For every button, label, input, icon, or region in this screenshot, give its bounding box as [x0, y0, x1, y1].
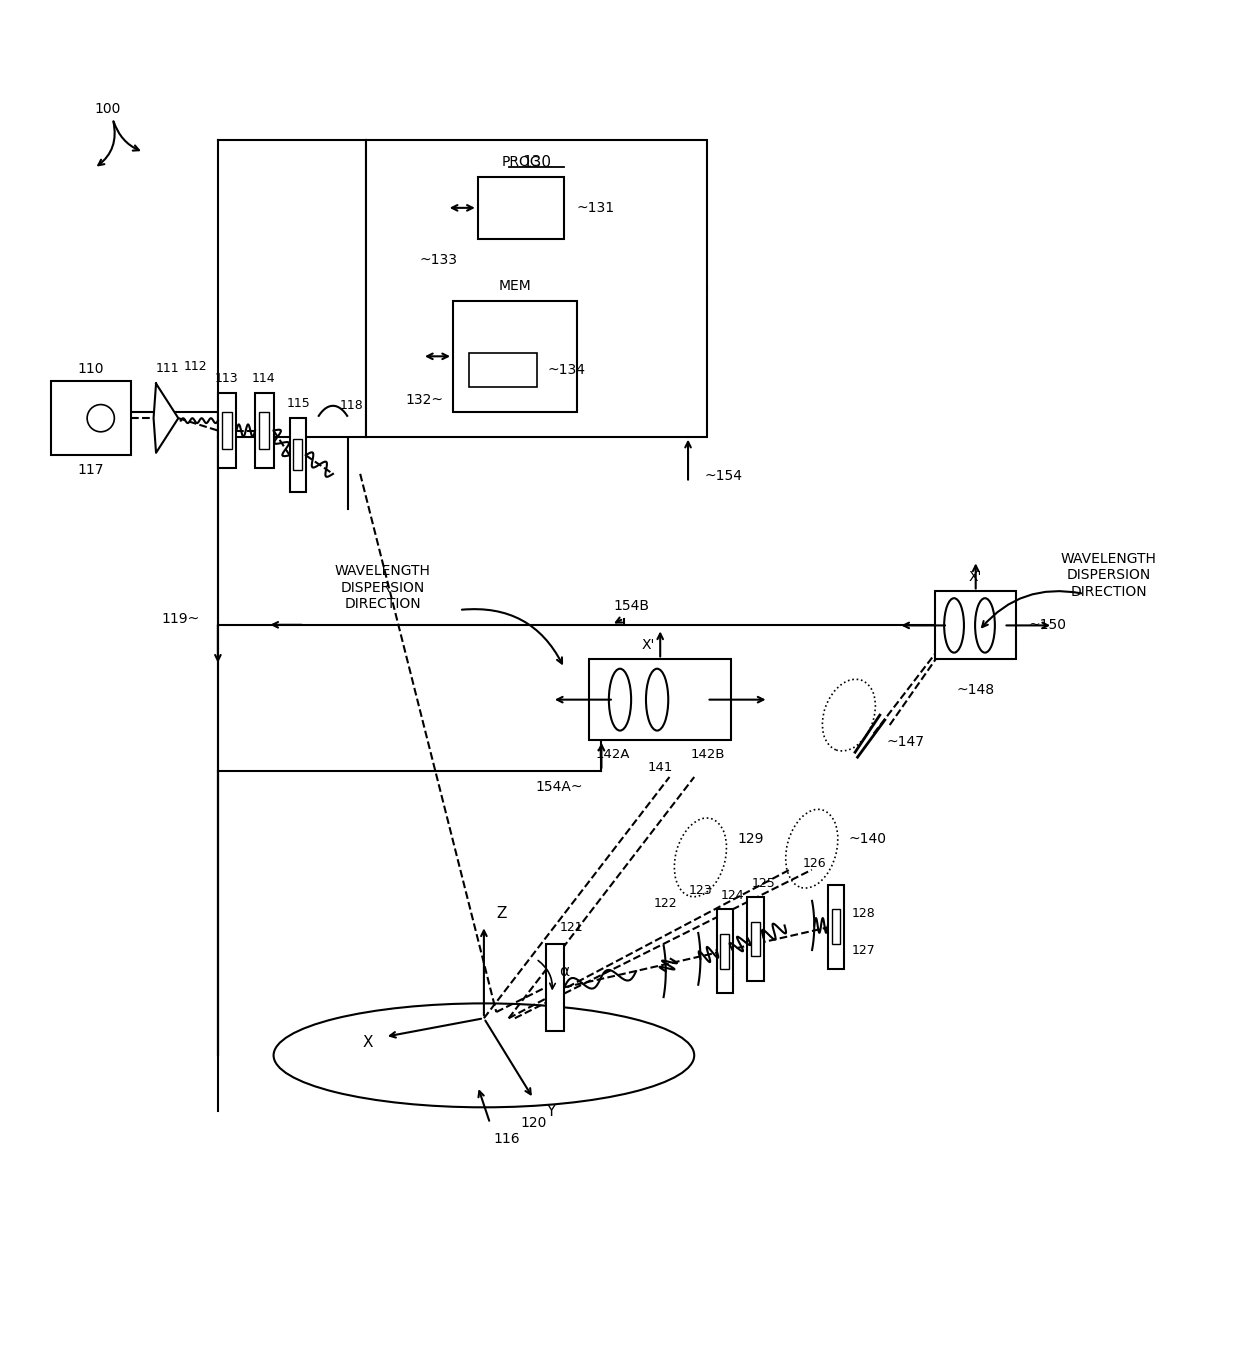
Polygon shape [154, 384, 179, 453]
Text: PROC: PROC [502, 155, 541, 170]
Text: WAVELENGTH
DISPERSION
DIRECTION: WAVELENGTH DISPERSION DIRECTION [335, 564, 430, 612]
Text: 154A~: 154A~ [536, 780, 583, 793]
Bar [51, 381, 131, 456]
Text: X': X' [968, 570, 982, 583]
Bar [751, 922, 760, 956]
Text: 100: 100 [94, 102, 120, 115]
Bar [720, 934, 729, 968]
Text: ~134: ~134 [547, 363, 585, 377]
Bar [259, 412, 269, 449]
Bar [748, 896, 764, 982]
Text: 154B: 154B [614, 599, 650, 613]
Text: 115: 115 [286, 397, 310, 410]
Text: 129: 129 [738, 831, 764, 846]
Bar [589, 659, 732, 740]
Text: 110: 110 [78, 362, 104, 376]
Text: Z: Z [496, 906, 507, 921]
Bar [294, 439, 303, 471]
Text: 127: 127 [852, 944, 875, 957]
Text: 114: 114 [252, 372, 275, 385]
Text: 142A: 142A [595, 749, 630, 761]
Bar [218, 393, 237, 468]
Bar [469, 353, 537, 388]
Text: WAVELENGTH
DISPERSION
DIRECTION: WAVELENGTH DISPERSION DIRECTION [1060, 552, 1157, 598]
Text: ~140: ~140 [849, 831, 887, 846]
Text: 128: 128 [852, 907, 875, 919]
Text: 120: 120 [521, 1116, 547, 1131]
Bar [828, 884, 844, 968]
Text: 141: 141 [647, 761, 673, 773]
Text: 116: 116 [494, 1132, 521, 1146]
Text: 124: 124 [720, 890, 744, 902]
Text: 111: 111 [155, 362, 179, 376]
Bar [546, 944, 564, 1031]
Text: 132~: 132~ [405, 393, 443, 407]
Bar [255, 393, 274, 468]
Text: 130: 130 [522, 155, 551, 170]
Bar [935, 591, 1016, 659]
Text: ~133: ~133 [419, 252, 458, 267]
Text: ~154: ~154 [704, 469, 742, 483]
Text: MEM: MEM [498, 279, 531, 293]
Text: 113: 113 [215, 372, 238, 385]
Text: 142B: 142B [691, 749, 725, 761]
Text: ~148: ~148 [956, 683, 994, 697]
Text: 126: 126 [802, 857, 826, 871]
Bar [453, 301, 577, 412]
Text: 122: 122 [653, 896, 677, 910]
Text: α: α [559, 964, 569, 979]
Text: 125: 125 [751, 877, 775, 890]
Text: 121: 121 [560, 922, 584, 934]
Text: X': X' [641, 637, 655, 652]
Text: 117: 117 [78, 464, 104, 477]
Text: 123: 123 [688, 884, 712, 898]
Text: ~147: ~147 [887, 735, 924, 750]
Text: 118: 118 [340, 399, 363, 412]
Bar [832, 910, 841, 944]
Text: ~150: ~150 [1028, 618, 1066, 632]
Bar [717, 910, 733, 994]
Text: X: X [362, 1036, 372, 1051]
Bar [366, 140, 707, 437]
Bar [290, 418, 306, 492]
Text: 119~: 119~ [161, 612, 200, 625]
Text: Y: Y [546, 1104, 556, 1119]
Text: 112: 112 [184, 359, 207, 373]
Bar [477, 176, 564, 239]
Bar [222, 412, 232, 449]
Text: ~131: ~131 [577, 201, 615, 214]
